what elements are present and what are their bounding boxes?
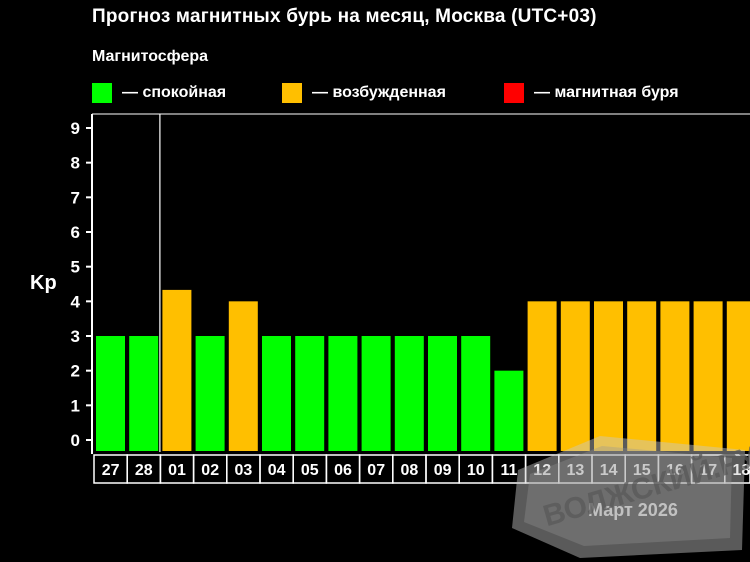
legend-item-calm: — спокойная xyxy=(92,82,226,104)
bar xyxy=(394,336,424,451)
x-tick-label: 09 xyxy=(434,462,452,479)
bar xyxy=(228,301,258,451)
y-tick-label: 3 xyxy=(71,327,80,346)
bar xyxy=(428,336,457,451)
bar xyxy=(726,301,750,451)
x-tick-label: 04 xyxy=(268,462,286,479)
y-tick-label: 0 xyxy=(71,431,80,450)
bar xyxy=(560,301,590,451)
chart-subtitle: Магнитосфера xyxy=(92,48,209,65)
x-tick-label: 27 xyxy=(102,462,120,479)
legend-label-calm: — спокойная xyxy=(122,84,227,101)
y-tick-label: 2 xyxy=(71,362,80,381)
x-tick-label: 07 xyxy=(367,462,385,479)
x-axis-label: Март 2026 xyxy=(588,500,678,520)
y-tick-label: 5 xyxy=(71,258,80,277)
x-tick-label: 28 xyxy=(135,462,153,479)
bar xyxy=(627,301,657,451)
y-tick-label: 4 xyxy=(71,292,81,311)
y-axis-label: Kp xyxy=(30,272,57,294)
bar xyxy=(162,289,192,451)
x-tick-label: 08 xyxy=(401,462,419,479)
bar xyxy=(594,301,623,451)
legend-swatch-excited xyxy=(282,83,302,103)
legend-item-storm: — магнитная буря xyxy=(504,82,679,104)
bar xyxy=(262,336,291,451)
y-tick-label: 9 xyxy=(71,119,80,138)
x-tick-label: 01 xyxy=(168,462,186,479)
x-tick-label: 11 xyxy=(501,462,518,479)
x-tick-label: 03 xyxy=(235,462,253,479)
bar xyxy=(461,336,491,451)
chart-title: Прогноз магнитных бурь на месяц, Москва … xyxy=(92,6,597,27)
x-tick-label: 18 xyxy=(733,462,750,479)
bar xyxy=(660,301,690,451)
x-tick-label: 12 xyxy=(533,462,551,479)
legend-swatch-storm xyxy=(504,83,524,103)
bar xyxy=(494,370,524,451)
y-tick-label: 6 xyxy=(71,223,80,242)
x-tick-label: 10 xyxy=(467,462,485,479)
x-tick-label: 05 xyxy=(301,462,319,479)
x-tick-label: 16 xyxy=(666,462,684,479)
legend-label-excited: — возбужденная xyxy=(312,84,446,101)
x-tick-label: 02 xyxy=(201,462,219,479)
legend-item-excited: — возбужденная xyxy=(282,82,446,104)
legend-label-storm: — магнитная буря xyxy=(534,84,679,101)
y-tick-label: 7 xyxy=(71,188,80,207)
legend: — спокойная — возбужденная — магнитная б… xyxy=(92,82,750,104)
bar xyxy=(328,336,358,451)
x-tick-label: 06 xyxy=(334,462,352,479)
bar xyxy=(527,301,557,451)
bar xyxy=(96,336,125,451)
y-tick-label: 1 xyxy=(71,396,80,415)
x-tick-label: 14 xyxy=(600,462,618,479)
y-tick-label: 8 xyxy=(71,154,80,173)
bar xyxy=(693,301,723,451)
x-tick-label: 17 xyxy=(699,462,717,479)
bar xyxy=(295,336,325,451)
bar xyxy=(195,336,225,451)
bar xyxy=(129,336,159,451)
bar xyxy=(361,336,391,451)
x-tick-label: 13 xyxy=(567,462,585,479)
x-tick-label: 15 xyxy=(633,462,651,479)
legend-swatch-calm xyxy=(92,83,112,103)
